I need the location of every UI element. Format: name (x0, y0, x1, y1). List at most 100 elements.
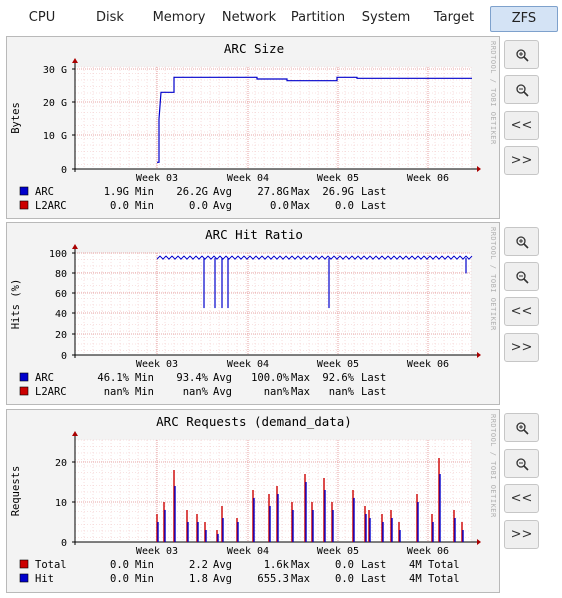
zoom-in-button[interactable] (504, 227, 539, 256)
legend-l3: Max (291, 372, 310, 384)
forward-button[interactable]: >> (504, 146, 539, 175)
zoom-out-icon (515, 83, 529, 97)
tab-target[interactable]: Target (433, 10, 475, 25)
back-button[interactable]: << (504, 111, 539, 140)
legend-name: ARC (35, 186, 54, 198)
y-tick-label: 20 (55, 458, 67, 469)
legend-v3: 0.0 (270, 200, 289, 212)
zoom-in-icon (515, 421, 529, 435)
back-button[interactable]: << (504, 484, 539, 513)
legend-v4: 0.0 (335, 573, 354, 585)
y-axis-arrow (72, 431, 78, 436)
legend-v1: 1.9G (104, 186, 129, 198)
x-tick-label: Week 06 (407, 359, 449, 370)
legend-v1: nan% (104, 386, 130, 398)
zoom-out-icon (515, 457, 529, 471)
series-arc-line (157, 76, 472, 163)
tab-partition[interactable]: Partition (290, 10, 346, 25)
arc-requests-panel: ARC Requests (demand_data) Requests 20 10 0 W… (6, 409, 500, 593)
tab-cpu[interactable]: CPU (28, 10, 56, 25)
arc-requests-graph: ARC Requests (demand_data) Requests 20 10 0 W… (10, 414, 497, 585)
legend-v1: 0.0 (110, 200, 129, 212)
tab-system[interactable]: System (361, 10, 411, 25)
y-tick-label: 40 (55, 309, 67, 320)
legend-l3: Max (291, 186, 310, 198)
legend-l3: Max (291, 559, 310, 571)
legend-l1: Min (135, 186, 154, 198)
y-tick-label: 0 (61, 165, 67, 176)
zoom-out-icon (515, 270, 529, 284)
legend-name: Total (35, 559, 67, 571)
tab-bar: CPU Disk Memory Network Partition System… (0, 0, 562, 36)
x-tick-label: Week 03 (136, 546, 178, 557)
x-tick-label: Week 05 (317, 173, 359, 184)
y-tick-label: 0 (61, 538, 67, 549)
forward-button[interactable]: >> (504, 520, 539, 549)
tab-network[interactable]: Network (221, 10, 277, 25)
y-axis-label: Bytes (10, 102, 22, 134)
legend-v2: nan% (183, 386, 209, 398)
zoom-in-icon (515, 48, 529, 62)
watermark: RRDTOOL / TOBI OETIKER (489, 227, 497, 331)
y-tick-label: 10 (55, 498, 67, 509)
legend-l4: Last (361, 573, 386, 585)
legend-v2: 1.8 (189, 573, 208, 585)
tab-disk[interactable]: Disk (96, 10, 124, 25)
legend-v3: 100.0% (251, 372, 290, 384)
zoom-out-button[interactable] (504, 75, 539, 104)
watermark: RRDTOOL / TOBI OETIKER (489, 41, 497, 145)
series-arc-hit-line (156, 255, 473, 260)
legend-v4: 92.6% (322, 372, 354, 384)
legend-v4: 26.9G (322, 186, 354, 198)
legend-v4: 0.0 (335, 559, 354, 571)
legend-l4: Last (361, 386, 386, 398)
legend-extra: 4M Total (409, 573, 460, 585)
legend-swatch (19, 372, 29, 382)
tab-zfs[interactable]: ZFS (490, 6, 558, 32)
legend-l3: Max (291, 386, 310, 398)
legend-name: ARC (35, 372, 54, 384)
y-tick-label: 0 (61, 351, 67, 362)
back-button[interactable]: << (504, 297, 539, 326)
y-axis-label: Requests (10, 466, 22, 517)
legend-l2: Avg (213, 372, 232, 384)
legend-swatch (19, 573, 29, 583)
legend-l3: Max (291, 573, 310, 585)
legend-l1: Min (135, 372, 154, 384)
legend-l1: Min (135, 559, 154, 571)
legend-v2: 93.4% (176, 372, 208, 384)
y-tick-label: 20 G (43, 98, 67, 109)
arc-size-panel: ARC Size Bytes 30 G 20 G 10 G 0 Week 03 Week 04… (6, 36, 500, 219)
legend-v2: 0.0 (189, 200, 208, 212)
legend-v3: nan% (264, 386, 290, 398)
zoom-in-button[interactable] (504, 413, 539, 442)
legend-v4: nan% (329, 386, 355, 398)
legend-v2: 2.2 (189, 559, 208, 571)
arc-size-graph: ARC Size Bytes 30 G 20 G 10 G 0 Week 03 Week 04… (10, 41, 497, 212)
zoom-out-button[interactable] (504, 262, 539, 291)
legend-name: L2ARC (35, 386, 67, 398)
legend-swatch (19, 386, 29, 396)
zoom-in-button[interactable] (504, 40, 539, 69)
y-tick-label: 30 G (43, 65, 67, 76)
x-tick-label: Week 06 (407, 546, 449, 557)
y-tick-label: 10 G (43, 131, 67, 142)
legend-name: Hit (35, 573, 54, 585)
y-axis-arrow (72, 58, 78, 63)
arc-hit-ratio-graph: ARC Hit Ratio Hits (%) 100 80 60 40 20 0 Week 03… (10, 227, 497, 398)
legend-name: L2ARC (35, 200, 67, 212)
y-tick-label: 60 (55, 289, 67, 300)
zoom-out-button[interactable] (504, 449, 539, 478)
legend-swatch (19, 186, 29, 196)
legend-l2: Avg (213, 200, 232, 212)
legend-swatch (19, 559, 29, 569)
x-tick-label: Week 04 (227, 173, 269, 184)
legend-l2: Avg (213, 559, 232, 571)
legend-l2: Avg (213, 573, 232, 585)
x-tick-label: Week 05 (317, 359, 359, 370)
graph-title: ARC Hit Ratio (205, 227, 303, 242)
tab-memory[interactable]: Memory (152, 10, 206, 25)
x-tick-label: Week 04 (227, 359, 269, 370)
forward-button[interactable]: >> (504, 333, 539, 362)
y-tick-label: 20 (55, 330, 67, 341)
